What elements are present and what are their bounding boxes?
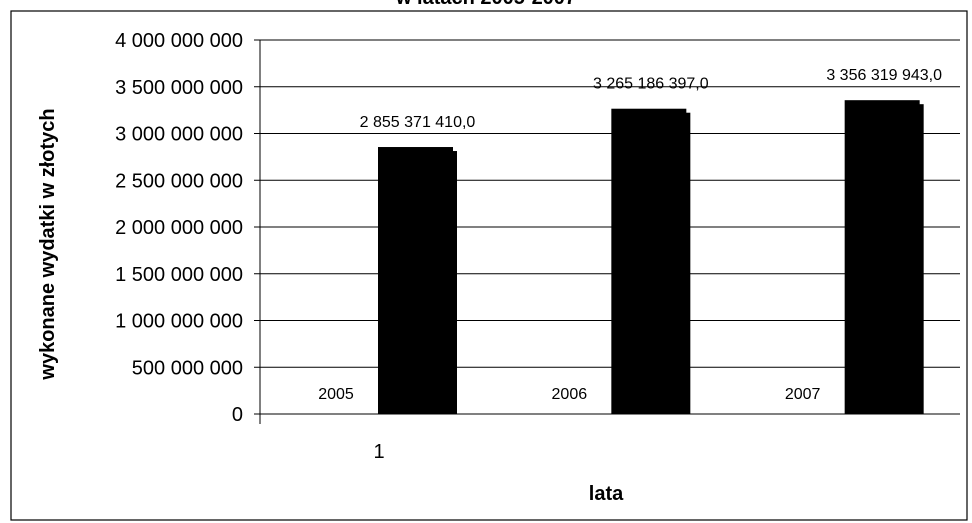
data-label: 3 356 319 943,0: [826, 67, 942, 84]
data-label: 2 855 371 410,0: [360, 114, 476, 131]
data-label: 3 265 186 397,0: [593, 76, 709, 93]
y-tick-label: 2 000 000 000: [115, 217, 243, 239]
y-tick-label: 4 000 000 000: [115, 30, 243, 52]
y-tick-label: 3 000 000 000: [115, 124, 243, 146]
chart-title: w latach 2005-2007: [395, 0, 576, 9]
category-label: 2006: [552, 386, 588, 403]
y-axis-title: wykonane wydatki w złotych: [37, 108, 59, 380]
y-tick-label: 500 000 000: [132, 357, 243, 379]
chart-frame: [10, 10, 968, 521]
bar: [378, 147, 453, 414]
x-axis-title: lata: [589, 483, 624, 505]
bar: [611, 108, 687, 414]
y-tick-label: 3 500 000 000: [115, 77, 243, 99]
gridlines: [254, 39, 960, 415]
y-tick-label: 2 500 000 000: [115, 170, 243, 192]
bar: [844, 100, 920, 414]
y-tick-label: 0: [232, 404, 243, 426]
category-label: 2005: [318, 386, 354, 403]
y-tick-label: 1 500 000 000: [115, 264, 243, 286]
bars: [378, 100, 924, 414]
category-label: 2007: [785, 386, 821, 403]
x-tick-label: 1: [373, 441, 384, 463]
y-tick-label: 1 000 000 000: [115, 311, 243, 333]
labels: 0 500 000 000 1 000 000 000 1 500 000 000 2 …: [115, 30, 942, 426]
